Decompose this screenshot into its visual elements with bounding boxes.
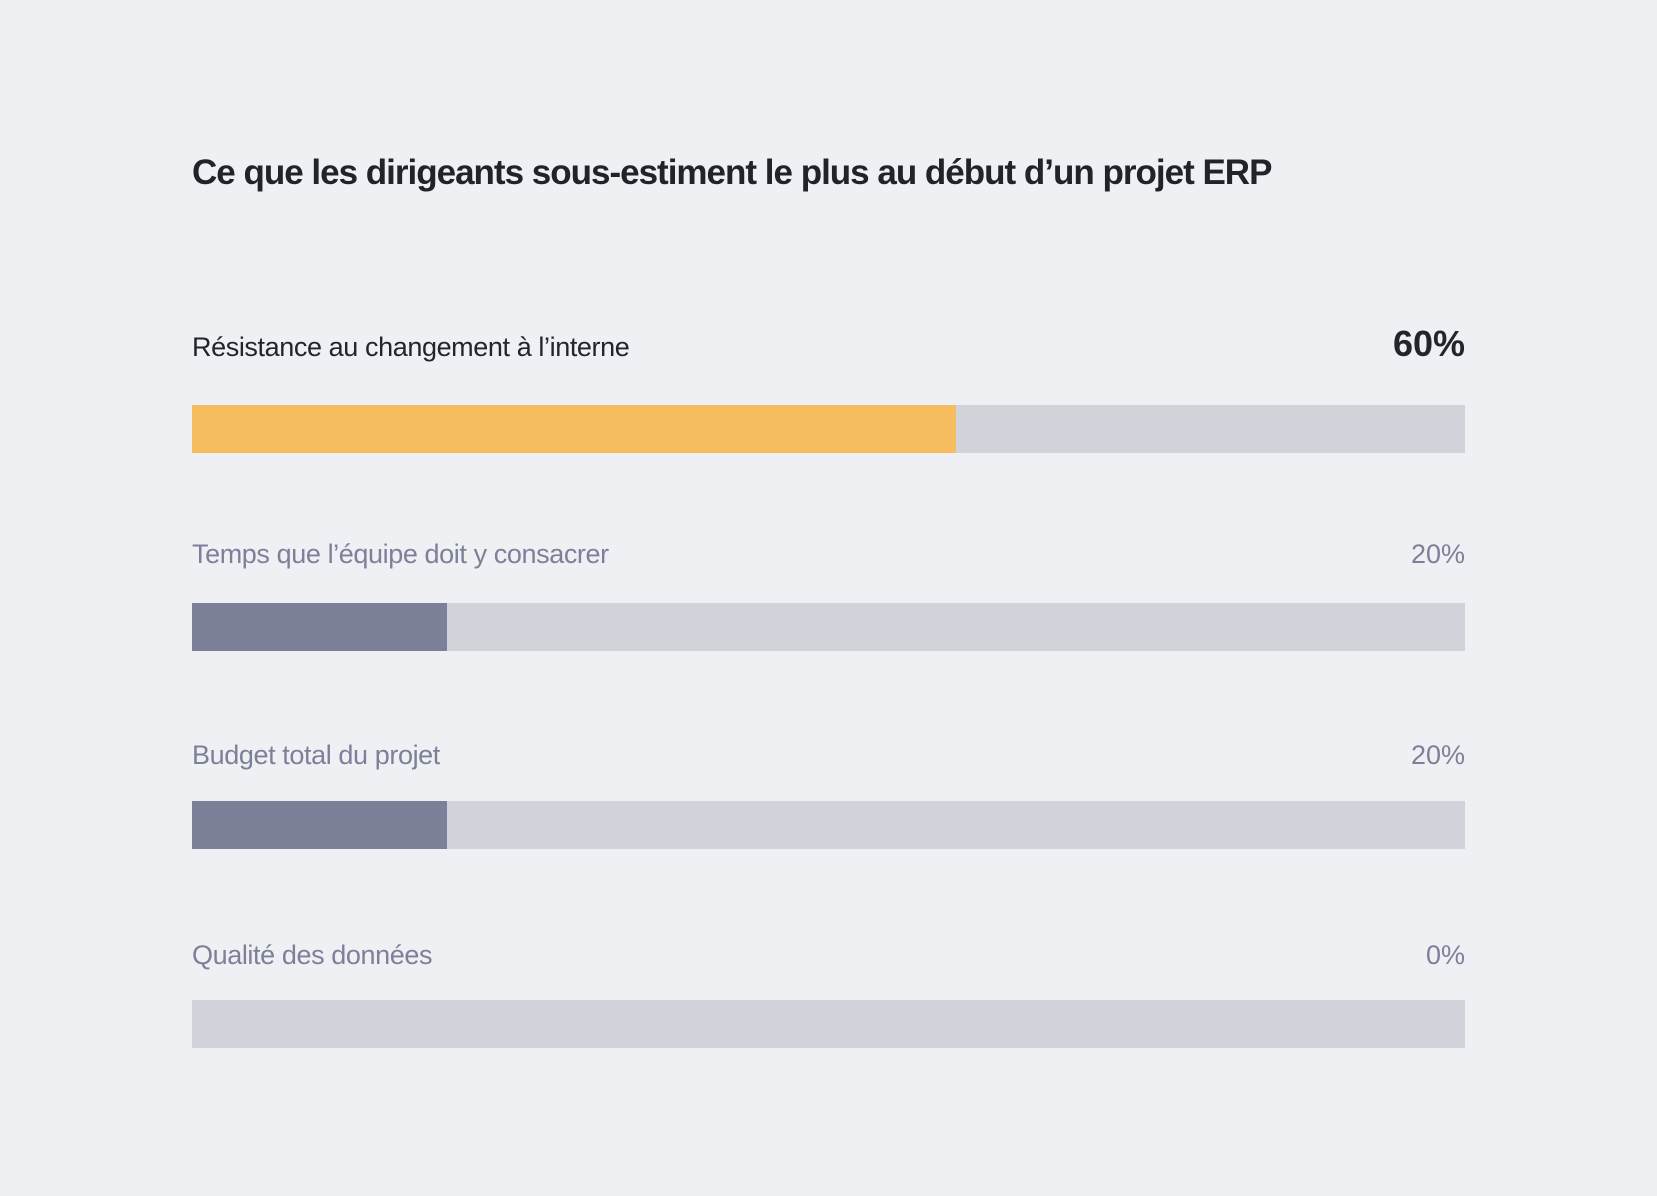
bar-label: Résistance au changement à l’interne: [192, 332, 630, 362]
bar-row: Budget total du projet 20%: [192, 733, 1465, 849]
bar-row: Qualité des données 0%: [192, 933, 1465, 1048]
bar: [192, 603, 447, 651]
bar-value-label: 20%: [1410, 539, 1465, 569]
bar-value-label: 60%: [1392, 323, 1465, 364]
bar-label: Budget total du projet: [192, 740, 440, 770]
bar-row: Temps que l’équipe doit y consacrer 20%: [192, 532, 1465, 651]
bar-row: Résistance au changement à l’interne 60%: [192, 323, 1465, 453]
chart: Ce que les dirigeants sous-estiment le p…: [192, 0, 1465, 1196]
bar-value-label: 0%: [1425, 940, 1465, 970]
chart-title: Ce que les dirigeants sous-estiment le p…: [192, 153, 1272, 192]
bar-label: Qualité des données: [192, 940, 433, 970]
bar-track: [192, 1000, 1465, 1048]
bar-track: [192, 405, 1465, 453]
bar: [192, 405, 956, 453]
bar-track: [192, 801, 1465, 849]
bar-label: Temps que l’équipe doit y consacrer: [192, 539, 609, 569]
bar-value-label: 20%: [1410, 740, 1465, 770]
bar-track: [192, 603, 1465, 651]
bar: [192, 801, 447, 849]
